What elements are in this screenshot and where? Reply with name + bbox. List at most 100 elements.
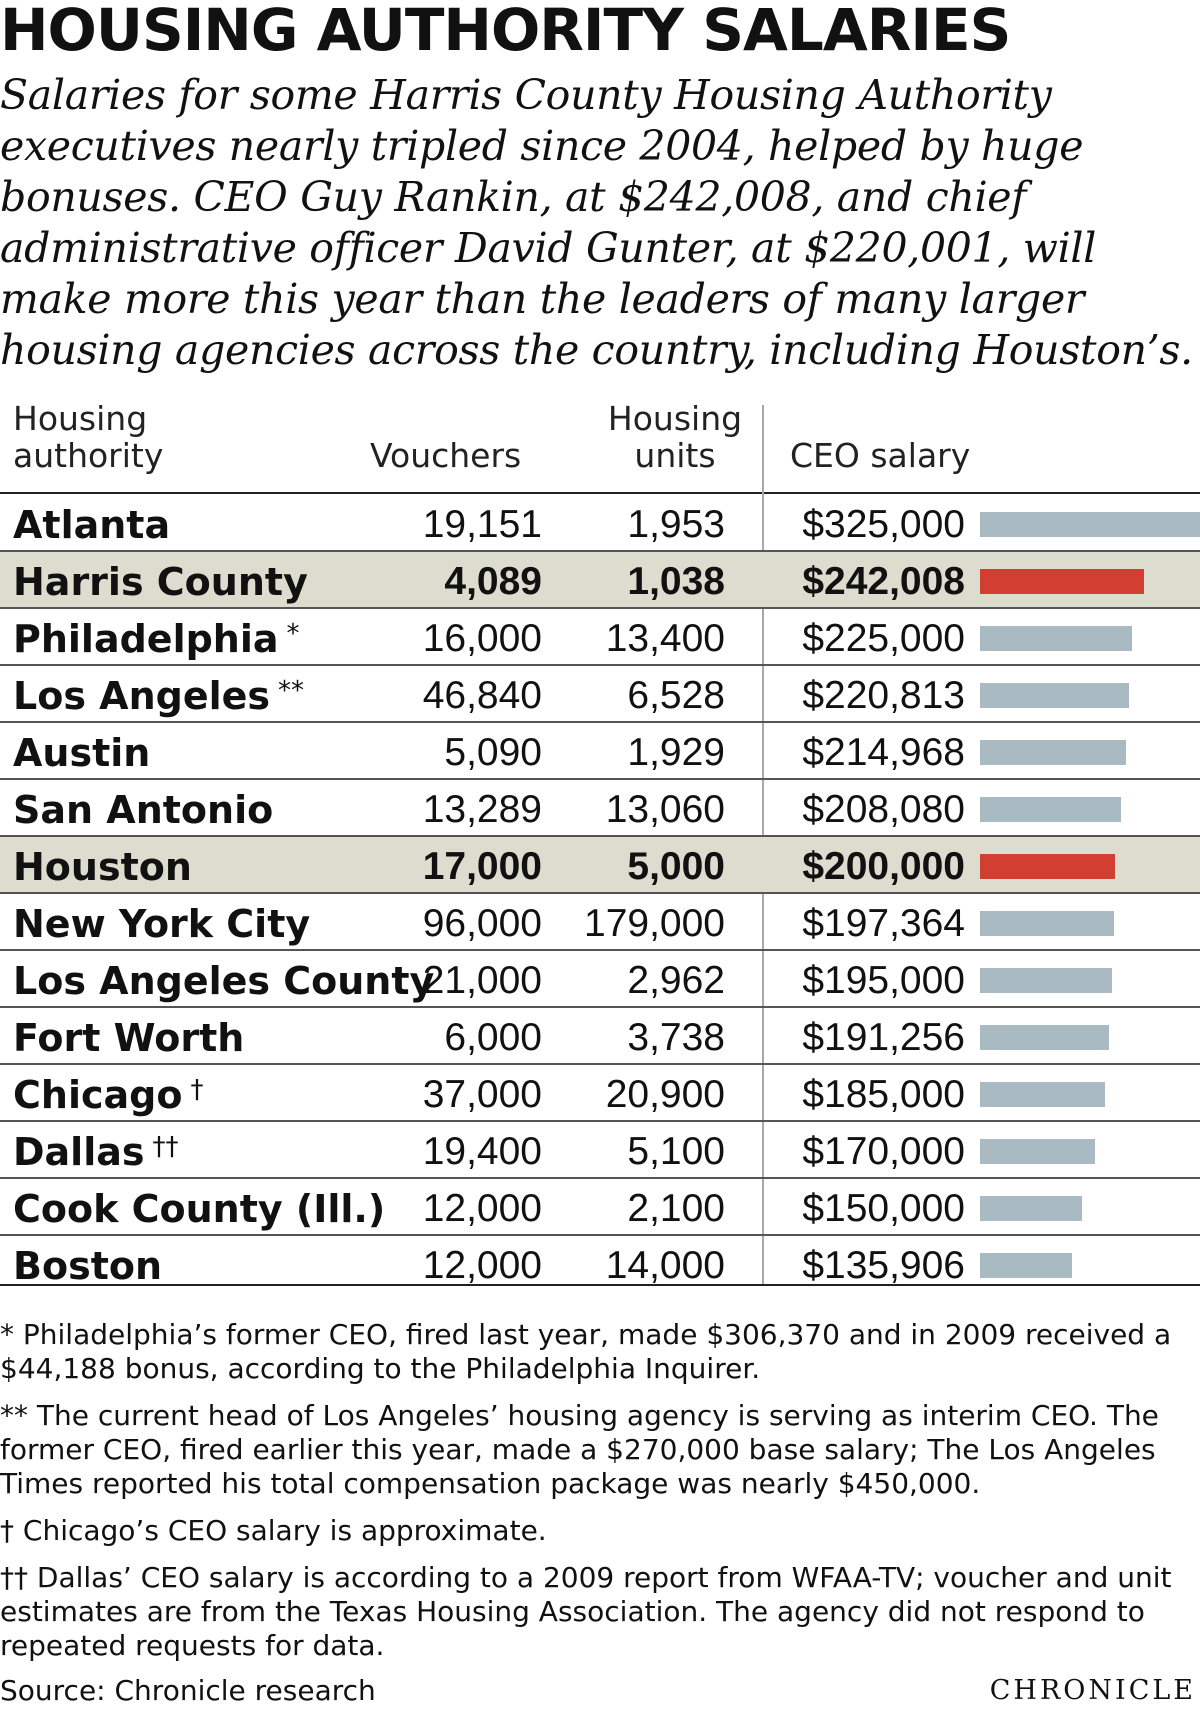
table-row: Houston 17,000 5,000 $200,000 [0,837,1200,894]
footnote-dallas: †† Dallas’ CEO salary is according to a … [0,1561,1172,1662]
vouchers-value: 12,000 [422,1187,542,1230]
table-bottom-divider [0,1284,1200,1286]
column-header-units: Housing units [600,400,750,474]
salary-bar [980,968,1112,993]
vouchers-value: 21,000 [422,959,542,1002]
authority-name-text: Dallas [13,1130,145,1174]
authority-name: Philadelphia * [13,618,300,665]
housing-units-value: 2,100 [627,1187,725,1230]
table-row: Atlanta 19,151 1,953 $325,000 [0,495,1200,552]
salary-table: Atlanta 19,151 1,953 $325,000 Harris County 4… [0,495,1200,1293]
vouchers-value: 12,000 [422,1244,542,1287]
salary-bar [980,1196,1082,1221]
authority-name-text: Austin [13,731,151,775]
column-header-salary: CEO salary [790,436,971,475]
table-row: San Antonio 13,289 13,060 $208,080 [0,780,1200,837]
table-row: Los Angeles ** 46,840 6,528 $220,813 [0,666,1200,723]
vouchers-value: 17,000 [422,845,542,888]
vouchers-value: 96,000 [422,902,542,945]
footnote-chicago: † Chicago’s CEO salary is approximate. [0,1514,547,1547]
authority-name: New York City [13,903,310,945]
column-header-vouchers: Vouchers [370,436,522,475]
footnote-marker: † [190,1075,204,1105]
authority-name: Chicago † [13,1074,203,1121]
salary-bar [980,1082,1105,1107]
housing-units-value: 20,900 [605,1073,725,1116]
salary-bar [980,911,1114,936]
authority-name-text: Fort Worth [13,1016,245,1060]
ceo-salary-value: $150,000 [802,1187,965,1230]
page-title: HOUSING AUTHORITY SALARIES [0,0,1011,64]
authority-name: Austin [13,732,150,774]
vouchers-value: 46,840 [422,674,542,717]
housing-units-value: 1,953 [627,503,725,546]
authority-name-text: Philadelphia [13,617,279,661]
vouchers-value: 6,000 [444,1016,542,1059]
footnotes: * Philadelphia’s former CEO, fired last … [0,1318,1195,1676]
header-divider [0,492,1200,494]
footnote-philadelphia: * Philadelphia’s former CEO, fired last … [0,1318,1172,1385]
ceo-salary-value: $185,000 [802,1073,965,1116]
authority-name: San Antonio [13,789,273,831]
authority-name: Cook County (Ill.) [13,1188,385,1230]
authority-name-text: Chicago [13,1073,183,1117]
footnote-los-angeles: ** The current head of Los Angeles’ hous… [0,1399,1159,1500]
ceo-salary-value: $242,008 [802,560,965,603]
vouchers-value: 37,000 [422,1073,542,1116]
authority-name-text: Los Angeles [13,674,271,718]
table-row: Austin 5,090 1,929 $214,968 [0,723,1200,780]
ceo-salary-value: $208,080 [802,788,965,831]
authority-name-text: Los Angeles County [13,959,435,1003]
column-header-units-line2: units [634,436,716,475]
salary-bar [980,512,1200,537]
authority-name: Los Angeles County [13,960,434,1002]
vouchers-value: 16,000 [422,617,542,660]
salary-bar [980,1253,1072,1278]
column-header-authority: Housing authority [13,400,163,474]
vouchers-value: 19,400 [422,1130,542,1173]
housing-units-value: 1,929 [627,731,725,774]
authority-name: Houston [13,846,192,888]
housing-units-value: 6,528 [627,674,725,717]
authority-name-text: Houston [13,845,192,889]
salary-bar [980,683,1129,708]
table-row: New York City 96,000 179,000 $197,364 [0,894,1200,951]
vouchers-value: 4,089 [444,560,542,603]
ceo-salary-value: $195,000 [802,959,965,1002]
publication-credit: CHRONICLE [989,1675,1196,1706]
table-row: Fort Worth 6,000 3,738 $191,256 [0,1008,1200,1065]
salary-bar [980,740,1126,765]
source-line: Source: Chronicle research [0,1674,376,1707]
intro-text: Salaries for some Harris County Housing … [0,71,1193,374]
salary-bar [980,626,1132,651]
authority-name-text: San Antonio [13,788,274,832]
housing-units-value: 14,000 [605,1244,725,1287]
ceo-salary-value: $191,256 [802,1016,965,1059]
ceo-salary-value: $135,906 [802,1244,965,1287]
table-row: Boston 12,000 14,000 $135,906 [0,1236,1200,1293]
housing-units-value: 5,000 [627,845,725,888]
housing-units-value: 5,100 [627,1130,725,1173]
column-header-authority-line1: Housing [13,399,148,438]
housing-units-value: 2,962 [627,959,725,1002]
housing-units-value: 13,400 [605,617,725,660]
housing-units-value: 179,000 [584,902,725,945]
ceo-salary-value: $220,813 [802,674,965,717]
ceo-salary-value: $197,364 [802,902,965,945]
table-row: Philadelphia * 16,000 13,400 $225,000 [0,609,1200,666]
housing-units-value: 13,060 [605,788,725,831]
ceo-salary-value: $214,968 [802,731,965,774]
ceo-salary-value: $225,000 [802,617,965,660]
salary-bar [980,797,1121,822]
authority-name-text: Harris County [13,560,308,604]
authority-name-text: Cook County (Ill.) [13,1187,386,1231]
authority-name-text: Boston [13,1244,163,1288]
table-row: Los Angeles County 21,000 2,962 $195,000 [0,951,1200,1008]
column-header-authority-line2: authority [13,436,164,475]
housing-units-value: 3,738 [627,1016,725,1059]
salary-bar [980,569,1144,594]
footnote-marker: ** [278,676,305,706]
authority-name: Harris County [13,561,308,603]
ceo-salary-value: $200,000 [802,845,965,888]
